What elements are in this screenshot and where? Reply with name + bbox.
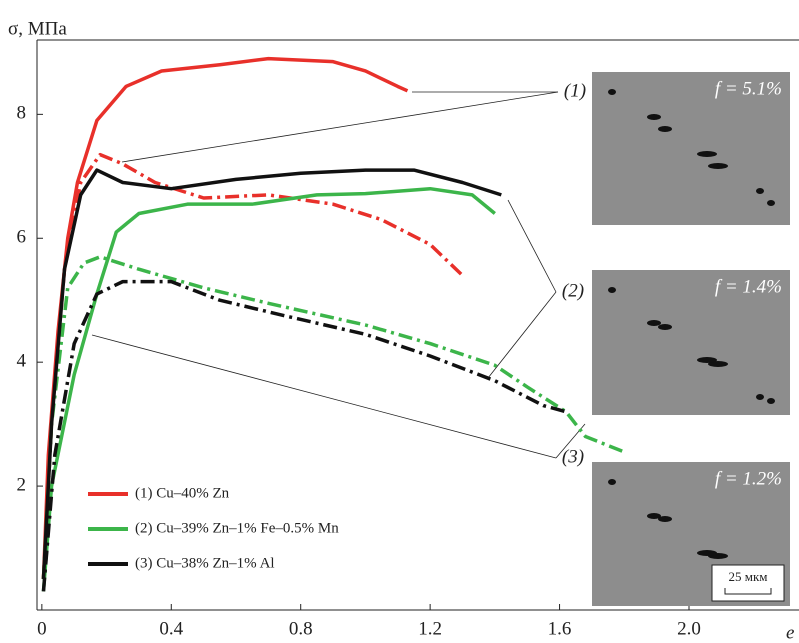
legend-label: (1) Cu–40% Zn <box>135 485 230 501</box>
pore <box>697 357 717 363</box>
pore <box>647 513 661 519</box>
y-tick-label: 8 <box>17 103 27 124</box>
series-line <box>43 170 501 579</box>
pore <box>767 200 775 206</box>
pore <box>697 550 717 556</box>
pore <box>697 151 717 157</box>
y-tick-label: 2 <box>17 474 27 495</box>
pore <box>608 89 616 95</box>
y-tick-label: 4 <box>17 351 27 372</box>
pore <box>647 114 661 120</box>
pore <box>756 394 764 400</box>
annotation: (1) <box>564 80 586 101</box>
pore <box>608 287 616 293</box>
annotation: (2) <box>562 280 584 301</box>
series-line <box>43 155 462 579</box>
pore <box>608 479 616 485</box>
pore <box>767 398 775 404</box>
micrograph-label: f = 1.2% <box>715 468 782 489</box>
legend-label: (3) Cu–38% Zn–1% Al <box>135 555 275 571</box>
pore <box>647 320 661 326</box>
x-tick-label: 1.6 <box>548 618 572 639</box>
micrograph-label: f = 1.4% <box>715 276 782 297</box>
scale-bar-label: 25 мкм <box>728 569 767 584</box>
x-tick-label: 2.0 <box>677 618 701 639</box>
legend-label: (2) Cu–39% Zn–1% Fe–0.5% Mn <box>135 520 339 536</box>
micrograph-label: f = 5.1% <box>715 78 782 99</box>
series-line <box>43 282 566 592</box>
pore <box>756 188 764 194</box>
chart: σ, МПа e 0 0.4 0.8 1.2 1.6 2.0 2 4 6 8 f = 5.1% f =… <box>0 0 799 643</box>
pore <box>708 163 728 169</box>
x-tick-label: 0.8 <box>289 618 313 639</box>
annotation: (3) <box>562 446 584 467</box>
x-tick-label: 0 <box>37 618 47 639</box>
x-tick-label: 0.4 <box>159 618 183 639</box>
pore <box>658 126 672 132</box>
y-tick-label: 6 <box>17 227 27 248</box>
arrows <box>92 92 585 458</box>
x-tick-label: 1.2 <box>418 618 442 639</box>
y-axis-label: σ, МПа <box>8 18 67 39</box>
pore <box>658 324 672 330</box>
x-axis-label: e <box>786 622 794 643</box>
